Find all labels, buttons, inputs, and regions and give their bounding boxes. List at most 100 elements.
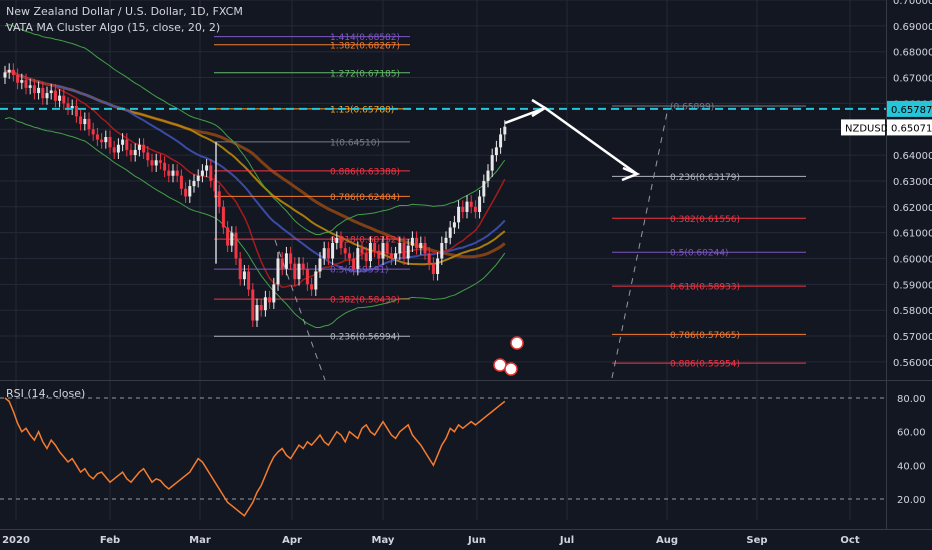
time-tick-label: Oct: [840, 535, 859, 546]
candle-body: [41, 87, 45, 99]
candle-body: [352, 258, 356, 269]
moving-average-line: [4, 70, 506, 288]
candle-body: [427, 253, 431, 264]
candle-body: [440, 242, 444, 259]
candle-body: [385, 242, 389, 254]
candle-body: [24, 80, 28, 88]
candle-body: [150, 160, 154, 166]
candle-body: [331, 242, 335, 259]
fib-level-label: 1.13(0.65788): [330, 105, 394, 115]
candle-body: [3, 72, 7, 78]
rsi-tick-label: 20.00: [897, 495, 926, 506]
candle-body: [268, 297, 272, 303]
candle-body: [112, 147, 116, 153]
candle-body: [398, 242, 402, 254]
candle-body: [221, 206, 225, 228]
fib-level-label: 0.786(0.62404): [330, 193, 400, 203]
candle-body: [406, 245, 410, 259]
rsi-title: RSI (14, close): [6, 387, 86, 400]
candle-body: [326, 248, 330, 259]
candle-body: [158, 160, 162, 163]
price-tick-label: 0.62000: [893, 203, 932, 214]
candle-body: [461, 206, 465, 212]
candle-body: [116, 144, 120, 153]
target-price-badge: [887, 100, 932, 117]
candle-body: [276, 258, 280, 285]
candle-body: [482, 180, 486, 197]
fib-level-label: 1.414(0.68582): [330, 33, 400, 43]
candle-body: [238, 258, 242, 280]
fib-level-label: 0.5(0.59591): [330, 266, 389, 276]
candle-body: [368, 242, 372, 262]
candle-body: [478, 196, 482, 212]
candle-body: [188, 186, 192, 197]
symbol-badge: [841, 119, 885, 136]
last-price-badge: [887, 119, 932, 136]
price-tick-label: 0.64000: [893, 151, 932, 162]
candle-body: [444, 237, 448, 243]
candle-body: [133, 149, 137, 156]
candle-body: [91, 129, 95, 135]
fib-level-label: 0.382(0.58430): [330, 296, 400, 306]
candle-body: [137, 144, 141, 150]
candle-body: [242, 271, 246, 280]
price-tick-label: 0.60000: [893, 255, 932, 266]
projection-arrowhead: [621, 166, 641, 182]
candle-body: [322, 248, 326, 259]
candle-body: [280, 258, 284, 269]
candle-body: [62, 95, 66, 104]
fib-level-label: 0.618(0.58933): [670, 283, 740, 293]
candle-body: [11, 69, 15, 75]
candle-body: [503, 126, 507, 135]
fib-level-label: 0.618(0.60752): [330, 236, 400, 246]
candle-body: [305, 268, 309, 285]
candle-body: [310, 284, 314, 290]
candle-body: [163, 162, 167, 171]
candle-body: [436, 258, 440, 275]
fib-level-label: 1(0.64510): [330, 138, 380, 148]
fib-level-label: 1.272(0.67185): [330, 69, 400, 79]
candle-body: [301, 263, 305, 269]
rsi-pane: [0, 397, 886, 517]
candle-body: [457, 206, 461, 223]
rsi-line: [4, 397, 506, 517]
candle-body: [356, 248, 360, 269]
candle-body: [263, 297, 267, 311]
candle-body: [272, 284, 276, 303]
candle-body: [251, 289, 255, 321]
candle-body: [175, 170, 179, 176]
price-tick-label: 0.57000: [893, 332, 932, 343]
candle-body: [499, 134, 503, 148]
candle-body: [394, 253, 398, 259]
trend-dashed-line: [274, 239, 326, 381]
candle-body: [16, 74, 20, 83]
candle-body: [142, 144, 146, 153]
candle-body: [473, 206, 477, 212]
candle-body: [494, 147, 498, 156]
time-tick-label: Jun: [467, 535, 486, 546]
upper-band-line: [4, 24, 506, 235]
time-tick-label: Apr: [282, 535, 302, 546]
candle-body: [490, 155, 494, 171]
time-tick-label: Sep: [746, 535, 767, 546]
candle-body: [217, 191, 221, 207]
indicator-title: VATA MA Cluster Algo (15, close, 20, 2): [6, 21, 221, 34]
price-tick-label: 0.59000: [893, 280, 932, 291]
candle-body: [70, 105, 74, 109]
projection-arrowhead: [531, 98, 548, 118]
candle-body: [318, 258, 322, 272]
fib-level-label: (0.65899): [670, 103, 714, 113]
candle-body: [213, 180, 217, 192]
candle-body: [171, 170, 175, 176]
price-tick-label: 0.63000: [893, 177, 932, 188]
price-tick-label: 0.58000: [893, 306, 932, 317]
candle-body: [95, 134, 99, 140]
candle-body: [377, 250, 381, 259]
candle-body: [205, 165, 209, 171]
event-marker-icon: [510, 336, 524, 350]
candle-body: [469, 201, 473, 207]
fib-level-label: 0.382(0.61556): [670, 215, 740, 225]
candle-body: [58, 95, 62, 101]
fib-level-label: 0.236(0.63179): [670, 173, 740, 183]
